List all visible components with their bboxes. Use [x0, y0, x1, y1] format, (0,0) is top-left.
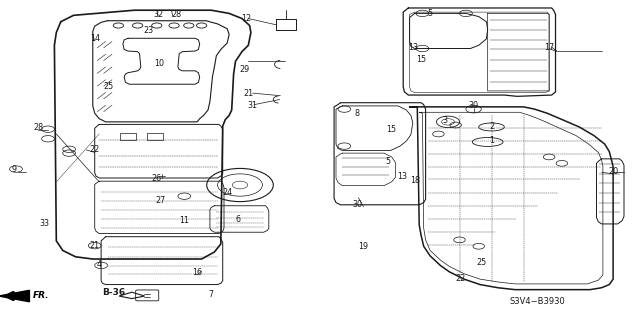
Text: 9: 9 — [12, 165, 17, 174]
Text: 29: 29 — [239, 65, 250, 74]
Text: 23: 23 — [143, 26, 154, 35]
Text: 25: 25 — [476, 258, 486, 267]
Text: B-36: B-36 — [102, 288, 125, 297]
Polygon shape — [0, 290, 29, 302]
Text: 16: 16 — [192, 268, 202, 277]
Text: 19: 19 — [358, 242, 369, 251]
Text: 27: 27 — [155, 196, 165, 204]
Text: 13: 13 — [408, 43, 418, 52]
Text: 3: 3 — [442, 116, 447, 125]
Text: 30: 30 — [468, 101, 479, 110]
Text: 22: 22 — [90, 145, 100, 154]
Text: 22: 22 — [456, 274, 466, 283]
Text: 11: 11 — [179, 216, 189, 225]
Text: 30: 30 — [352, 200, 362, 209]
Text: 15: 15 — [387, 125, 397, 134]
Text: 26: 26 — [152, 174, 162, 183]
Text: 31: 31 — [248, 101, 258, 110]
Text: 33: 33 — [40, 219, 50, 228]
Text: 24: 24 — [222, 188, 232, 197]
Text: 21: 21 — [90, 241, 100, 250]
Text: 20: 20 — [608, 167, 618, 176]
Text: 28: 28 — [171, 10, 181, 19]
Bar — [147, 133, 163, 140]
Text: 8: 8 — [355, 109, 360, 118]
Text: 28: 28 — [33, 123, 44, 132]
Text: 5: 5 — [428, 9, 433, 18]
Text: 10: 10 — [154, 59, 164, 68]
Text: 32: 32 — [153, 10, 163, 19]
Text: FR.: FR. — [33, 291, 50, 300]
Text: S3V4−B3930: S3V4−B3930 — [509, 297, 566, 306]
Bar — [120, 133, 136, 140]
Text: 12: 12 — [241, 14, 252, 23]
Text: 14: 14 — [90, 34, 100, 43]
Text: 25: 25 — [104, 82, 114, 91]
Text: 5: 5 — [385, 157, 390, 166]
Text: 2: 2 — [489, 122, 494, 130]
Text: 1: 1 — [489, 137, 494, 145]
Text: 7: 7 — [209, 290, 214, 299]
Text: 17: 17 — [544, 43, 554, 52]
Text: 13: 13 — [397, 172, 407, 181]
Text: 18: 18 — [410, 176, 420, 185]
Text: 4: 4 — [97, 260, 102, 269]
Text: 6: 6 — [236, 215, 241, 224]
Text: 15: 15 — [416, 55, 426, 63]
Text: 21: 21 — [243, 89, 253, 98]
